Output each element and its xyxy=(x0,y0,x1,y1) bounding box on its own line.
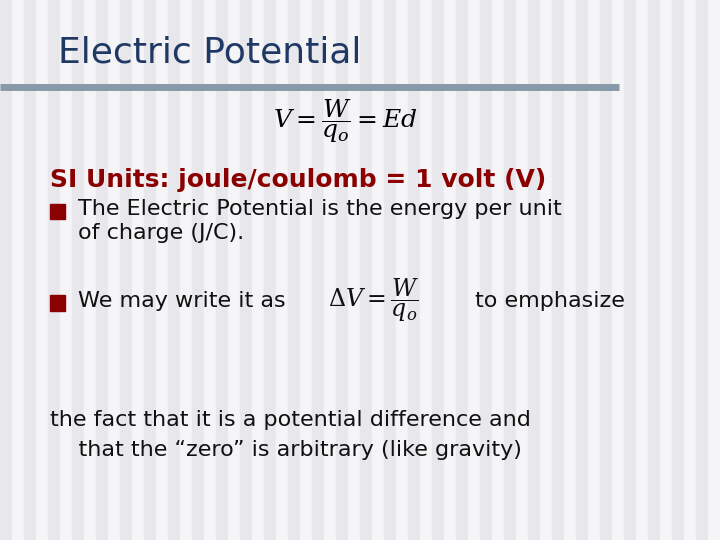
Bar xyxy=(12,0,24,540)
Bar xyxy=(684,0,696,540)
Bar xyxy=(228,0,240,540)
Bar xyxy=(144,0,156,540)
Bar xyxy=(48,0,60,540)
Bar xyxy=(708,0,720,540)
Bar xyxy=(444,0,456,540)
Bar xyxy=(468,0,480,540)
Text: SI Units: joule/coulomb = 1 volt (V): SI Units: joule/coulomb = 1 volt (V) xyxy=(50,168,546,192)
Text: to emphasize: to emphasize xyxy=(475,291,625,311)
Text: of charge (J/C).: of charge (J/C). xyxy=(78,223,244,244)
Bar xyxy=(420,0,432,540)
Bar xyxy=(348,0,360,540)
Bar xyxy=(0,0,12,540)
Bar xyxy=(504,0,516,540)
Bar xyxy=(288,0,300,540)
Bar xyxy=(660,0,672,540)
Bar xyxy=(240,0,252,540)
Bar xyxy=(372,0,384,540)
Bar xyxy=(192,0,204,540)
Bar xyxy=(264,0,276,540)
Text: $V = \dfrac{W}{q_o} = Ed$: $V = \dfrac{W}{q_o} = Ed$ xyxy=(274,98,418,145)
Bar xyxy=(540,0,552,540)
Bar xyxy=(576,0,588,540)
Bar xyxy=(408,0,420,540)
Text: The Electric Potential is the energy per unit: The Electric Potential is the energy per… xyxy=(78,199,562,219)
Bar xyxy=(50,204,65,219)
Bar xyxy=(60,0,72,540)
Bar xyxy=(168,0,180,540)
Bar xyxy=(156,0,168,540)
Bar xyxy=(24,0,36,540)
Bar xyxy=(696,0,708,540)
Bar xyxy=(456,0,468,540)
Bar xyxy=(528,0,540,540)
Bar xyxy=(588,0,600,540)
Bar xyxy=(552,0,564,540)
Bar xyxy=(276,0,288,540)
Bar xyxy=(480,0,492,540)
Bar xyxy=(216,0,228,540)
Text: $\Delta V = \dfrac{W}{q_o}$: $\Delta V = \dfrac{W}{q_o}$ xyxy=(328,277,419,325)
Bar xyxy=(300,0,312,540)
Bar xyxy=(180,0,192,540)
Bar xyxy=(204,0,216,540)
Bar xyxy=(96,0,108,540)
Bar xyxy=(360,0,372,540)
Bar xyxy=(432,0,444,540)
Text: the fact that it is a potential difference and: the fact that it is a potential differen… xyxy=(50,410,531,430)
Bar xyxy=(636,0,648,540)
Bar xyxy=(132,0,144,540)
Bar xyxy=(492,0,504,540)
Bar xyxy=(516,0,528,540)
Text: We may write it as: We may write it as xyxy=(78,291,285,311)
Bar xyxy=(324,0,336,540)
Bar xyxy=(672,0,684,540)
Text: Electric Potential: Electric Potential xyxy=(58,35,361,69)
Bar xyxy=(384,0,396,540)
Bar xyxy=(612,0,624,540)
Bar xyxy=(624,0,636,540)
Bar xyxy=(252,0,264,540)
Text: that the “zero” is arbitrary (like gravity): that the “zero” is arbitrary (like gravi… xyxy=(50,440,522,460)
Bar xyxy=(312,0,324,540)
Bar xyxy=(72,0,84,540)
Bar xyxy=(108,0,120,540)
Bar xyxy=(120,0,132,540)
Bar xyxy=(50,295,65,310)
Bar xyxy=(84,0,96,540)
Bar xyxy=(600,0,612,540)
Bar xyxy=(336,0,348,540)
Bar xyxy=(564,0,576,540)
Bar xyxy=(648,0,660,540)
Bar xyxy=(36,0,48,540)
Bar xyxy=(396,0,408,540)
